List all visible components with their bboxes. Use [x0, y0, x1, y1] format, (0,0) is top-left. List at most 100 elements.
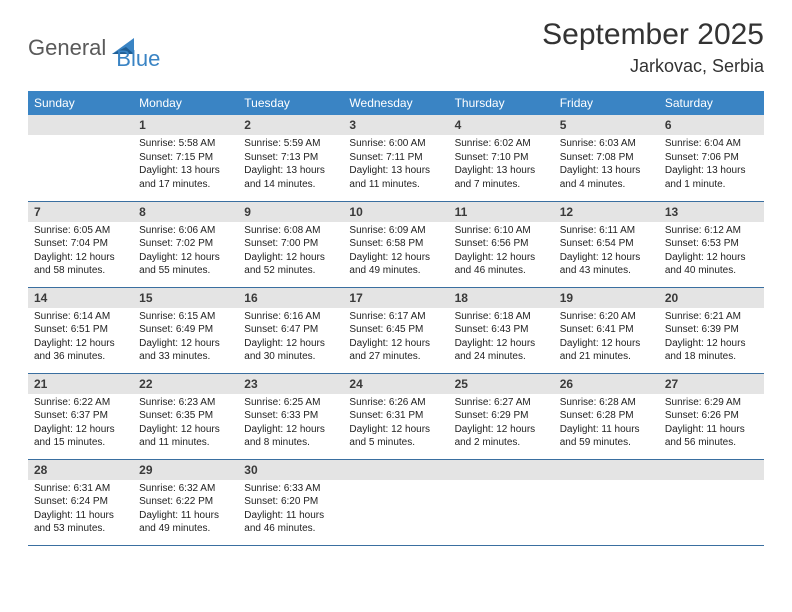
sunset-line: Sunset: 6:54 PM [560, 237, 653, 251]
daylight-line: Daylight: 12 hours and 11 minutes. [139, 423, 232, 450]
sunset-line: Sunset: 6:51 PM [34, 323, 127, 337]
week-row: 28Sunrise: 6:31 AMSunset: 6:24 PMDayligh… [28, 459, 764, 545]
day-details: Sunrise: 6:22 AMSunset: 6:37 PMDaylight:… [28, 394, 133, 454]
daylight-line: Daylight: 12 hours and 30 minutes. [244, 337, 337, 364]
month-title: September 2025 [542, 18, 764, 52]
sunrise-line: Sunrise: 6:11 AM [560, 224, 653, 238]
daylight-line: Daylight: 11 hours and 56 minutes. [665, 423, 758, 450]
day-cell: 11Sunrise: 6:10 AMSunset: 6:56 PMDayligh… [449, 201, 554, 287]
day-details: Sunrise: 6:15 AMSunset: 6:49 PMDaylight:… [133, 308, 238, 368]
sunset-line: Sunset: 7:08 PM [560, 151, 653, 165]
day-details: Sunrise: 6:25 AMSunset: 6:33 PMDaylight:… [238, 394, 343, 454]
sunset-line: Sunset: 6:49 PM [139, 323, 232, 337]
title-block: September 2025 Jarkovac, Serbia [542, 18, 764, 77]
logo-text-general: General [28, 35, 106, 61]
day-number: 16 [238, 288, 343, 308]
location-label: Jarkovac, Serbia [542, 56, 764, 77]
sunset-line: Sunset: 6:33 PM [244, 409, 337, 423]
day-details: Sunrise: 6:17 AMSunset: 6:45 PMDaylight:… [343, 308, 448, 368]
day-cell: 16 Sunrise: 6:16 AMSunset: 6:47 PMDayligh… [238, 287, 343, 373]
sunset-line: Sunset: 6:37 PM [34, 409, 127, 423]
sunset-line: Sunset: 6:24 PM [34, 495, 127, 509]
day-number: 6 [659, 115, 764, 135]
sunrise-line: Sunrise: 6:16 AM [244, 310, 337, 324]
sunset-line: Sunset: 6:56 PM [455, 237, 548, 251]
sunrise-line: Sunrise: 6:26 AM [349, 396, 442, 410]
sunset-line: Sunset: 6:22 PM [139, 495, 232, 509]
day-cell: 5Sunrise: 6:03 AMSunset: 7:08 PMDaylight… [554, 115, 659, 201]
day-number: 3 [343, 115, 448, 135]
sunset-line: Sunset: 7:00 PM [244, 237, 337, 251]
day-details: Sunrise: 6:26 AMSunset: 6:31 PMDaylight:… [343, 394, 448, 454]
day-details: Sunrise: 5:58 AMSunset: 7:15 PMDaylight:… [133, 135, 238, 195]
sunset-line: Sunset: 6:47 PM [244, 323, 337, 337]
dow-wednesday: Wednesday [343, 91, 448, 115]
daylight-line: Daylight: 13 hours and 1 minute. [665, 164, 758, 191]
sunrise-line: Sunrise: 6:32 AM [139, 482, 232, 496]
sunrise-line: Sunrise: 6:21 AM [665, 310, 758, 324]
day-details: Sunrise: 6:32 AMSunset: 6:22 PMDaylight:… [133, 480, 238, 540]
day-cell: 14Sunrise: 6:14 AMSunset: 6:51 PMDayligh… [28, 287, 133, 373]
daylight-line: Daylight: 12 hours and 8 minutes. [244, 423, 337, 450]
day-number: 12 [554, 202, 659, 222]
day-number: 24 [343, 374, 448, 394]
day-details: Sunrise: 6:05 AMSunset: 7:04 PMDaylight:… [28, 222, 133, 282]
day-number: 19 [554, 288, 659, 308]
sunrise-line: Sunrise: 6:27 AM [455, 396, 548, 410]
daylight-line: Daylight: 12 hours and 21 minutes. [560, 337, 653, 364]
sunset-line: Sunset: 6:58 PM [349, 237, 442, 251]
sunrise-line: Sunrise: 6:10 AM [455, 224, 548, 238]
day-number: 27 [659, 374, 764, 394]
sunrise-line: Sunrise: 6:09 AM [349, 224, 442, 238]
sunset-line: Sunset: 7:04 PM [34, 237, 127, 251]
day-details: Sunrise: 6:14 AMSunset: 6:51 PMDaylight:… [28, 308, 133, 368]
day-cell: 18Sunrise: 6:18 AMSunset: 6:43 PMDayligh… [449, 287, 554, 373]
daylight-line: Daylight: 12 hours and 46 minutes. [455, 251, 548, 278]
day-cell: 3Sunrise: 6:00 AMSunset: 7:11 PMDaylight… [343, 115, 448, 201]
header: General Blue September 2025 Jarkovac, Se… [28, 18, 764, 77]
day-number: 20 [659, 288, 764, 308]
sunset-line: Sunset: 6:20 PM [244, 495, 337, 509]
daylight-line: Daylight: 13 hours and 7 minutes. [455, 164, 548, 191]
day-cell: 25Sunrise: 6:27 AMSunset: 6:29 PMDayligh… [449, 373, 554, 459]
week-row: 1Sunrise: 5:58 AMSunset: 7:15 PMDaylight… [28, 115, 764, 201]
daylight-line: Daylight: 12 hours and 2 minutes. [455, 423, 548, 450]
day-number: 21 [28, 374, 133, 394]
day-cell: 15Sunrise: 6:15 AMSunset: 6:49 PMDayligh… [133, 287, 238, 373]
day-cell: 20Sunrise: 6:21 AMSunset: 6:39 PMDayligh… [659, 287, 764, 373]
daylight-line: Daylight: 13 hours and 14 minutes. [244, 164, 337, 191]
sunrise-line: Sunrise: 6:06 AM [139, 224, 232, 238]
day-number: 8 [133, 202, 238, 222]
daylight-line: Daylight: 13 hours and 11 minutes. [349, 164, 442, 191]
sunset-line: Sunset: 7:06 PM [665, 151, 758, 165]
sunset-line: Sunset: 7:13 PM [244, 151, 337, 165]
sunset-line: Sunset: 6:28 PM [560, 409, 653, 423]
dow-saturday: Saturday [659, 91, 764, 115]
day-number: 17 [343, 288, 448, 308]
day-cell: 9Sunrise: 6:08 AMSunset: 7:00 PMDaylight… [238, 201, 343, 287]
sunrise-line: Sunrise: 6:08 AM [244, 224, 337, 238]
day-cell: 19Sunrise: 6:20 AMSunset: 6:41 PMDayligh… [554, 287, 659, 373]
day-number: 23 [238, 374, 343, 394]
day-details: Sunrise: 6:12 AMSunset: 6:53 PMDaylight:… [659, 222, 764, 282]
sunset-line: Sunset: 6:43 PM [455, 323, 548, 337]
sunrise-line: Sunrise: 6:00 AM [349, 137, 442, 151]
day-number: 22 [133, 374, 238, 394]
daylight-line: Daylight: 12 hours and 27 minutes. [349, 337, 442, 364]
day-details: Sunrise: 6:33 AMSunset: 6:20 PMDaylight:… [238, 480, 343, 540]
day-cell [554, 459, 659, 545]
day-details: Sunrise: 6:03 AMSunset: 7:08 PMDaylight:… [554, 135, 659, 195]
empty-day [659, 460, 764, 480]
day-cell: 21Sunrise: 6:22 AMSunset: 6:37 PMDayligh… [28, 373, 133, 459]
day-cell: 26Sunrise: 6:28 AMSunset: 6:28 PMDayligh… [554, 373, 659, 459]
day-number: 9 [238, 202, 343, 222]
day-details: Sunrise: 6:09 AMSunset: 6:58 PMDaylight:… [343, 222, 448, 282]
day-details: Sunrise: 6:20 AMSunset: 6:41 PMDaylight:… [554, 308, 659, 368]
dow-friday: Friday [554, 91, 659, 115]
dow-row: Sunday Monday Tuesday Wednesday Thursday… [28, 91, 764, 115]
sunset-line: Sunset: 7:02 PM [139, 237, 232, 251]
daylight-line: Daylight: 11 hours and 49 minutes. [139, 509, 232, 536]
sunrise-line: Sunrise: 6:12 AM [665, 224, 758, 238]
sunrise-line: Sunrise: 6:04 AM [665, 137, 758, 151]
daylight-line: Daylight: 12 hours and 58 minutes. [34, 251, 127, 278]
